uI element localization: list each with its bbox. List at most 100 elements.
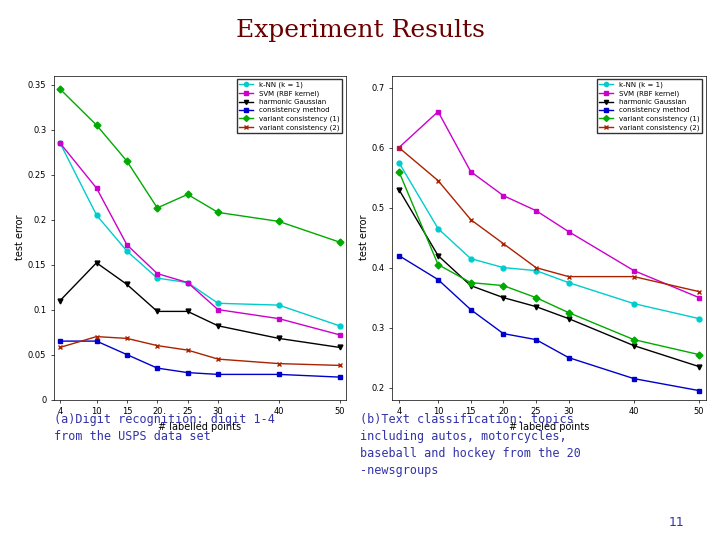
SVM (RBF kernel) (695, 294, 703, 301)
SVM (RBF kernel) (55, 140, 64, 146)
Line: variant consistency (2): variant consistency (2) (397, 145, 701, 294)
harmonic Gaussian (629, 342, 638, 349)
variant consistency (2) (395, 144, 403, 151)
variant consistency (1) (336, 239, 344, 245)
consistency method (695, 387, 703, 394)
harmonic Gaussian (695, 363, 703, 370)
variant consistency (2) (122, 335, 131, 342)
k-NN (k = 1) (433, 225, 442, 232)
variant consistency (2) (531, 265, 540, 271)
Line: consistency method: consistency method (397, 253, 701, 393)
SVM (RBF kernel) (92, 185, 101, 191)
variant consistency (2) (629, 273, 638, 280)
SVM (RBF kernel) (395, 144, 403, 151)
variant consistency (1) (214, 209, 222, 215)
variant consistency (1) (531, 294, 540, 301)
variant consistency (2) (92, 333, 101, 340)
variant consistency (2) (564, 273, 573, 280)
Text: 11: 11 (668, 516, 684, 529)
k-NN (k = 1) (55, 140, 64, 146)
Line: harmonic Gaussian: harmonic Gaussian (58, 260, 342, 350)
SVM (RBF kernel) (564, 228, 573, 235)
consistency method (92, 338, 101, 345)
consistency method (122, 352, 131, 358)
harmonic Gaussian (499, 294, 508, 301)
Line: variant consistency (1): variant consistency (1) (58, 86, 342, 245)
consistency method (214, 371, 222, 377)
consistency method (55, 338, 64, 345)
variant consistency (1) (395, 168, 403, 175)
harmonic Gaussian (153, 308, 161, 315)
SVM (RBF kernel) (274, 315, 283, 322)
consistency method (336, 374, 344, 380)
SVM (RBF kernel) (499, 192, 508, 199)
SVM (RBF kernel) (629, 267, 638, 274)
Text: (a)Digit recognition: digit 1-4
from the USPS data set: (a)Digit recognition: digit 1-4 from the… (54, 413, 275, 443)
k-NN (k = 1) (467, 255, 475, 262)
harmonic Gaussian (184, 308, 192, 315)
Legend: k-NN (k = 1), SVM (RBF kernel), harmonic Gaussian, consistency method, variant c: k-NN (k = 1), SVM (RBF kernel), harmonic… (596, 79, 702, 133)
Line: harmonic Gaussian: harmonic Gaussian (397, 187, 701, 369)
k-NN (k = 1) (395, 159, 403, 166)
consistency method (274, 371, 283, 377)
harmonic Gaussian (395, 186, 403, 193)
variant consistency (1) (433, 261, 442, 268)
k-NN (k = 1) (92, 212, 101, 218)
k-NN (k = 1) (274, 302, 283, 308)
SVM (RBF kernel) (153, 271, 161, 277)
Line: SVM (RBF kernel): SVM (RBF kernel) (58, 140, 342, 338)
Text: (b)Text classification: topics
including autos, motorcycles,
baseball and hockey: (b)Text classification: topics including… (360, 413, 581, 477)
variant consistency (1) (695, 352, 703, 358)
Line: consistency method: consistency method (58, 339, 342, 380)
k-NN (k = 1) (153, 275, 161, 281)
SVM (RBF kernel) (433, 109, 442, 115)
variant consistency (2) (433, 177, 442, 184)
X-axis label: # labeled points: # labeled points (509, 422, 589, 432)
harmonic Gaussian (55, 298, 64, 304)
X-axis label: # labelled points: # labelled points (158, 422, 241, 432)
Line: variant consistency (1): variant consistency (1) (397, 169, 701, 357)
variant consistency (2) (336, 362, 344, 369)
SVM (RBF kernel) (214, 306, 222, 313)
SVM (RBF kernel) (122, 241, 131, 248)
consistency method (499, 330, 508, 337)
SVM (RBF kernel) (531, 207, 540, 214)
variant consistency (2) (467, 217, 475, 223)
consistency method (564, 354, 573, 361)
Text: Experiment Results: Experiment Results (235, 19, 485, 42)
variant consistency (2) (214, 356, 222, 362)
k-NN (k = 1) (695, 315, 703, 322)
harmonic Gaussian (336, 344, 344, 350)
harmonic Gaussian (122, 281, 131, 288)
k-NN (k = 1) (499, 265, 508, 271)
harmonic Gaussian (564, 315, 573, 322)
consistency method (184, 369, 192, 376)
k-NN (k = 1) (564, 279, 573, 286)
harmonic Gaussian (92, 260, 101, 266)
Line: SVM (RBF kernel): SVM (RBF kernel) (397, 109, 701, 300)
k-NN (k = 1) (122, 248, 131, 254)
variant consistency (2) (184, 347, 192, 353)
Line: variant consistency (2): variant consistency (2) (58, 334, 342, 368)
consistency method (467, 306, 475, 313)
SVM (RBF kernel) (336, 332, 344, 338)
harmonic Gaussian (214, 322, 222, 329)
variant consistency (2) (55, 344, 64, 350)
consistency method (629, 375, 638, 382)
variant consistency (2) (153, 342, 161, 349)
variant consistency (1) (629, 336, 638, 343)
variant consistency (1) (184, 191, 192, 198)
variant consistency (2) (499, 240, 508, 247)
k-NN (k = 1) (184, 279, 192, 286)
SVM (RBF kernel) (467, 168, 475, 175)
k-NN (k = 1) (336, 322, 344, 329)
consistency method (433, 276, 442, 283)
variant consistency (1) (467, 279, 475, 286)
variant consistency (1) (122, 158, 131, 164)
Legend: k-NN (k = 1), SVM (RBF kernel), harmonic Gaussian, consistency method, variant c: k-NN (k = 1), SVM (RBF kernel), harmonic… (236, 79, 342, 133)
variant consistency (1) (564, 309, 573, 316)
variant consistency (1) (153, 205, 161, 211)
variant consistency (2) (274, 360, 283, 367)
harmonic Gaussian (467, 282, 475, 289)
consistency method (531, 336, 540, 343)
